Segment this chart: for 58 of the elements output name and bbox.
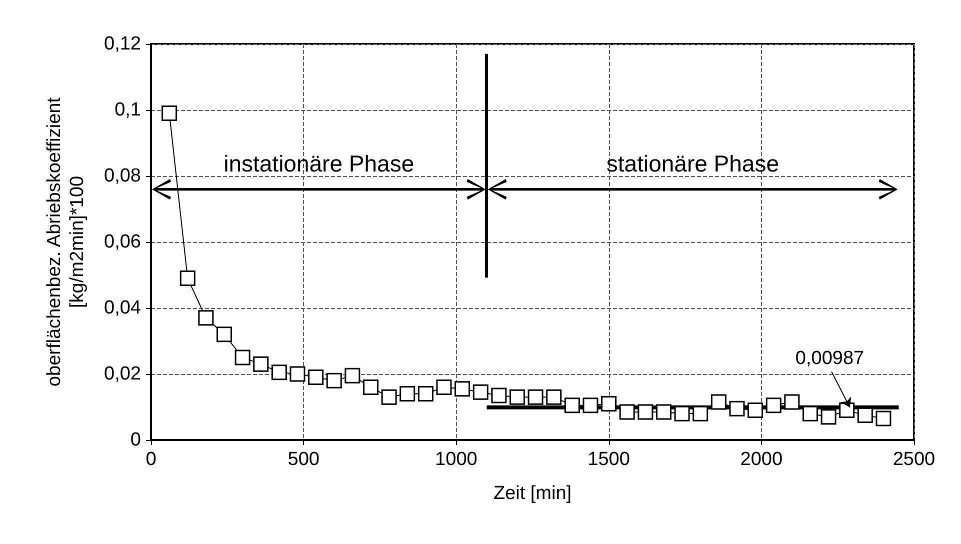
point — [326, 372, 342, 388]
y-tick-label: 0,1 — [114, 100, 141, 120]
point — [656, 404, 672, 420]
point — [729, 400, 745, 416]
point — [436, 379, 452, 395]
point — [839, 402, 855, 418]
y-axis-title: oberflächenbez. Abriebskoeffizient [kg/m2min]*100 — [44, 96, 88, 387]
annotation: stationäre Phase — [606, 150, 780, 176]
point — [601, 396, 617, 412]
point — [509, 389, 525, 405]
point — [362, 379, 378, 395]
point — [748, 402, 764, 418]
point — [162, 106, 178, 122]
point — [582, 398, 598, 414]
point — [674, 406, 690, 422]
point — [619, 404, 635, 420]
point — [198, 310, 214, 326]
x-tick-label: 2000 — [740, 449, 783, 470]
point — [381, 389, 397, 405]
point — [638, 404, 654, 420]
point — [857, 408, 873, 423]
point — [472, 384, 488, 400]
point — [400, 386, 416, 402]
y-tick-label: 0,12 — [104, 34, 141, 54]
point — [820, 409, 836, 425]
y-tick-label: 0,06 — [104, 232, 141, 252]
point — [528, 389, 544, 405]
x-tick-label: 1500 — [588, 449, 630, 470]
x-axis-title: Zeit [min] — [493, 483, 572, 504]
point — [692, 406, 708, 422]
point — [802, 406, 818, 422]
point — [546, 389, 562, 405]
y-tick-label: 0,04 — [104, 298, 142, 318]
x-tick-label: 500 — [288, 449, 320, 470]
point — [344, 368, 360, 384]
point — [491, 388, 507, 404]
point — [253, 356, 269, 372]
point — [290, 366, 306, 382]
point — [710, 394, 726, 410]
x-tick-label: 0 — [146, 449, 156, 470]
point — [454, 381, 470, 397]
point — [418, 386, 434, 402]
point — [180, 270, 196, 286]
point — [784, 394, 800, 410]
point — [564, 398, 580, 414]
point — [766, 398, 782, 414]
point — [234, 350, 250, 366]
y-tick-label: 0 — [130, 430, 141, 450]
annotation: instationäre Phase — [224, 150, 414, 176]
point — [876, 410, 892, 426]
y-tick-label: 0,08 — [104, 166, 141, 186]
annotation: 0,00987 — [795, 348, 864, 370]
point — [308, 370, 324, 386]
x-tick-label: 2500 — [892, 449, 936, 470]
point — [271, 364, 287, 380]
point — [216, 326, 232, 342]
x-tick-label: 1000 — [435, 449, 478, 470]
y-tick-label: 0,02 — [104, 364, 141, 384]
